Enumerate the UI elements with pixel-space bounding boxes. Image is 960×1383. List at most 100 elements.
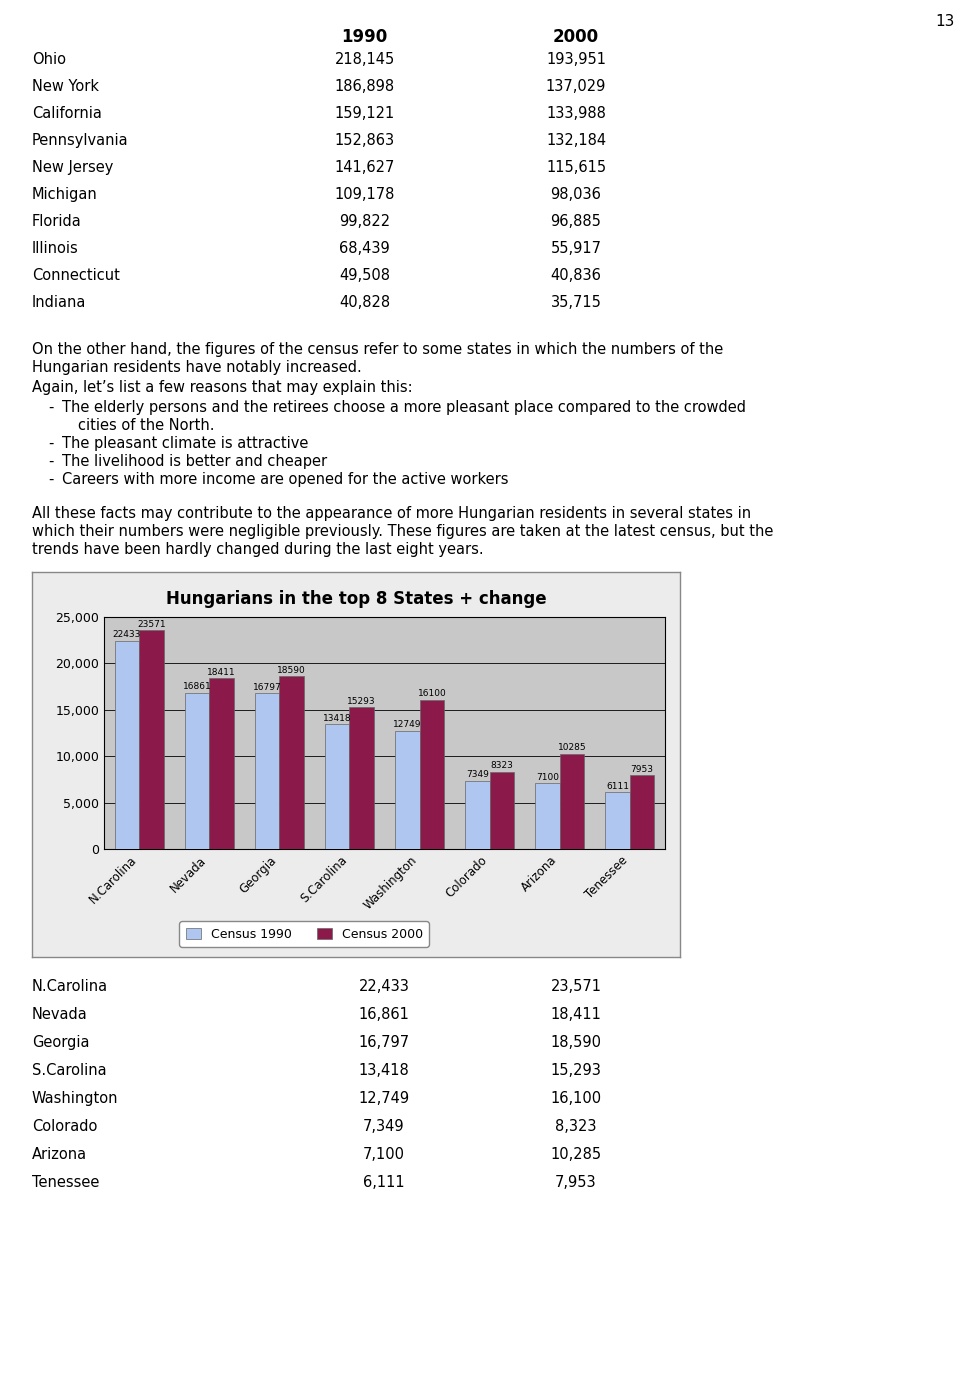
Text: 23,571: 23,571 [550, 979, 602, 994]
Text: 132,184: 132,184 [546, 133, 606, 148]
Bar [349, 707, 374, 849]
Text: Colorado: Colorado [32, 1119, 97, 1134]
Text: 98,036: 98,036 [551, 187, 601, 202]
Text: Pennsylvania: Pennsylvania [32, 133, 129, 148]
Text: 12,749: 12,749 [358, 1091, 410, 1106]
Bar [254, 693, 279, 849]
Text: Again, let’s list a few reasons that may explain this:: Again, let’s list a few reasons that may… [32, 380, 413, 396]
Bar [606, 792, 630, 849]
Text: 115,615: 115,615 [546, 160, 606, 176]
Text: 18,590: 18,590 [550, 1034, 602, 1050]
Bar [536, 783, 560, 849]
Bar [630, 776, 655, 849]
Text: 16,861: 16,861 [359, 1007, 409, 1022]
Text: 49,508: 49,508 [339, 268, 391, 284]
Text: 16100: 16100 [418, 689, 446, 698]
Text: Careers with more income are opened for the active workers: Careers with more income are opened for … [62, 472, 509, 487]
Text: 152,863: 152,863 [335, 133, 395, 148]
Text: 7,953: 7,953 [555, 1176, 597, 1189]
Text: -: - [48, 472, 54, 487]
Text: Indiana: Indiana [32, 295, 86, 310]
Text: 10285: 10285 [558, 743, 587, 752]
Text: 22,433: 22,433 [359, 979, 409, 994]
Bar [560, 754, 585, 849]
Text: N.Carolina: N.Carolina [32, 979, 108, 994]
Text: Ohio: Ohio [32, 53, 66, 66]
Text: 23571: 23571 [137, 620, 166, 629]
Text: Hungarian residents have notably increased.: Hungarian residents have notably increas… [32, 360, 362, 375]
Text: The livelihood is better and cheaper: The livelihood is better and cheaper [62, 454, 327, 469]
Text: 15293: 15293 [348, 697, 376, 705]
Text: S.Carolina: S.Carolina [32, 1064, 107, 1077]
Text: On the other hand, the figures of the census refer to some states in which the n: On the other hand, the figures of the ce… [32, 342, 723, 357]
Text: 13,418: 13,418 [359, 1064, 409, 1077]
Text: 7,349: 7,349 [363, 1119, 405, 1134]
Text: 10,285: 10,285 [550, 1147, 602, 1162]
Text: 12749: 12749 [393, 721, 421, 729]
Text: New Jersey: New Jersey [32, 160, 113, 176]
Text: Florida: Florida [32, 214, 82, 230]
Text: 186,898: 186,898 [335, 79, 395, 94]
Text: 8323: 8323 [491, 762, 514, 770]
Text: Tenessee: Tenessee [32, 1176, 100, 1189]
Text: 16,100: 16,100 [550, 1091, 602, 1106]
Text: 7,100: 7,100 [363, 1147, 405, 1162]
Text: which their numbers were negligible previously. These figures are taken at the l: which their numbers were negligible prev… [32, 524, 774, 539]
Text: 15,293: 15,293 [551, 1064, 601, 1077]
Text: 7349: 7349 [466, 770, 489, 780]
Text: 159,121: 159,121 [335, 106, 395, 120]
Text: 18411: 18411 [207, 668, 236, 676]
Text: 55,917: 55,917 [550, 241, 602, 256]
Bar [184, 693, 209, 849]
Text: 18,411: 18,411 [551, 1007, 601, 1022]
Text: New York: New York [32, 79, 99, 94]
Bar [395, 730, 420, 849]
Text: The pleasant climate is attractive: The pleasant climate is attractive [62, 436, 308, 451]
Text: Washington: Washington [32, 1091, 118, 1106]
Legend: Census 1990, Census 2000: Census 1990, Census 2000 [180, 921, 429, 947]
Bar [420, 700, 444, 849]
Text: 22433: 22433 [112, 631, 141, 639]
Text: 7100: 7100 [536, 773, 559, 781]
Bar [279, 676, 304, 849]
Text: 13: 13 [935, 14, 954, 29]
Text: California: California [32, 106, 102, 120]
Text: 193,951: 193,951 [546, 53, 606, 66]
Text: 16797: 16797 [252, 683, 281, 692]
Bar [466, 781, 490, 849]
Bar [324, 725, 349, 849]
Text: 6111: 6111 [606, 781, 629, 791]
Bar [114, 640, 139, 849]
Text: 133,988: 133,988 [546, 106, 606, 120]
Text: -: - [48, 436, 54, 451]
Text: cities of the North.: cities of the North. [78, 418, 214, 433]
Text: Nevada: Nevada [32, 1007, 87, 1022]
Text: Hungarians in the top 8 States + change: Hungarians in the top 8 States + change [166, 591, 546, 609]
Text: The elderly persons and the retirees choose a more pleasant place compared to th: The elderly persons and the retirees cho… [62, 400, 746, 415]
Text: -: - [48, 454, 54, 469]
Text: All these facts may contribute to the appearance of more Hungarian residents in : All these facts may contribute to the ap… [32, 506, 751, 521]
Text: 96,885: 96,885 [551, 214, 601, 230]
Text: -: - [48, 400, 54, 415]
Text: 13418: 13418 [323, 714, 351, 723]
Text: 40,828: 40,828 [339, 295, 391, 310]
Text: 218,145: 218,145 [335, 53, 395, 66]
Text: Georgia: Georgia [32, 1034, 89, 1050]
Text: Illinois: Illinois [32, 241, 79, 256]
Text: 141,627: 141,627 [335, 160, 395, 176]
Text: 2000: 2000 [553, 28, 599, 46]
Text: 99,822: 99,822 [339, 214, 391, 230]
Text: 68,439: 68,439 [340, 241, 390, 256]
Text: 40,836: 40,836 [551, 268, 601, 284]
Text: Arizona: Arizona [32, 1147, 87, 1162]
Text: 109,178: 109,178 [335, 187, 395, 202]
Text: 16,797: 16,797 [358, 1034, 410, 1050]
Text: 6,111: 6,111 [363, 1176, 405, 1189]
Text: 7953: 7953 [631, 765, 654, 774]
Text: trends have been hardly changed during the last eight years.: trends have been hardly changed during t… [32, 542, 484, 557]
Text: 1990: 1990 [342, 28, 388, 46]
Text: 137,029: 137,029 [546, 79, 606, 94]
Bar [209, 678, 233, 849]
Text: 16861: 16861 [182, 682, 211, 692]
Text: Connecticut: Connecticut [32, 268, 120, 284]
